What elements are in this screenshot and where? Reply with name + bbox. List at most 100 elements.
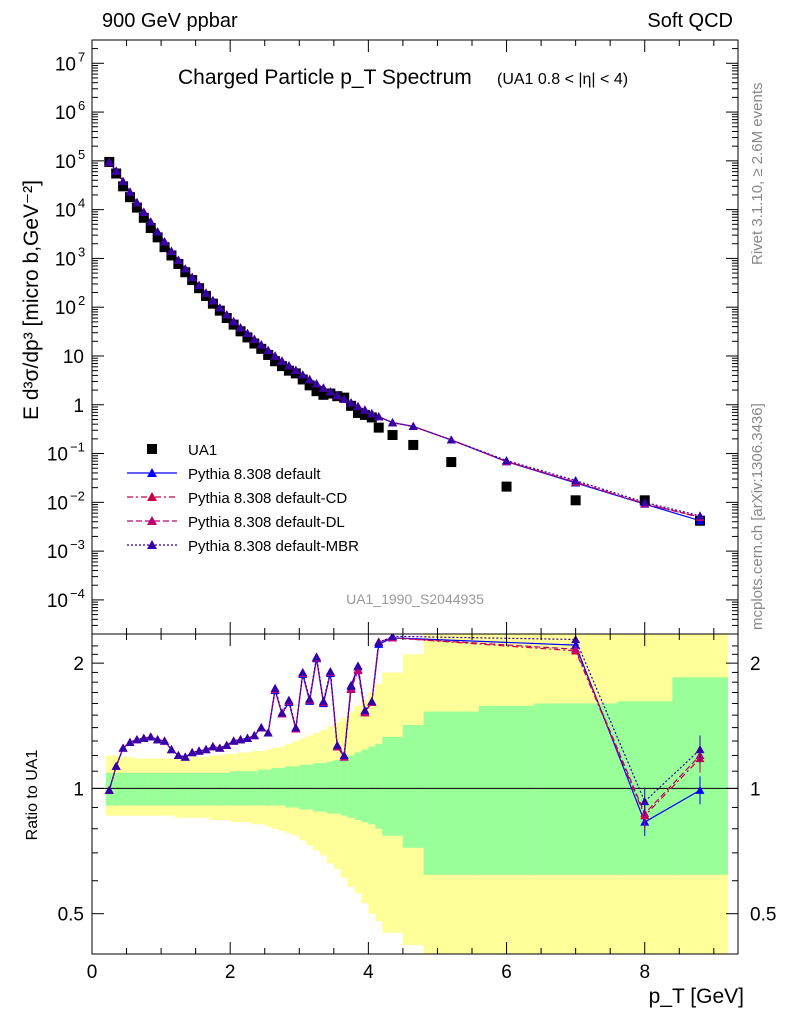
green-band-bin (672, 677, 728, 875)
ratio-marker-3 (118, 743, 128, 752)
legend-label: Pythia 8.308 default-MBR (188, 538, 359, 555)
green-band-bin (216, 772, 224, 806)
top-y-tick-exponent: 4 (78, 196, 85, 211)
top-y-tick-label: 1 (73, 396, 84, 417)
ua1-point (270, 356, 281, 367)
ratio-marker-3 (201, 745, 211, 754)
ratio-data (104, 634, 705, 837)
ratio-marker-3 (339, 750, 349, 760)
bottom-frame (91, 633, 739, 955)
top-y-tick-exponent: −4 (70, 586, 85, 601)
ua1-point (118, 181, 129, 192)
spectrum-marker-4 (291, 365, 301, 374)
ua1-point (297, 374, 308, 385)
ratio-marker-3 (125, 737, 135, 746)
green-band-bin (140, 772, 148, 806)
x-tick-label: 2 (225, 962, 236, 983)
bottom-y-tick-label-right: 2 (750, 654, 761, 675)
green-band-bin (368, 746, 376, 825)
ratio-marker-3 (166, 745, 176, 754)
ratio-marker-3 (256, 723, 266, 732)
watermark: UA1_1990_S2044935 (346, 591, 484, 607)
green-band-bin (375, 743, 383, 829)
ratio-marker-3 (173, 750, 183, 760)
top-y-tick-exponent: 2 (78, 293, 85, 308)
spectrum-marker-4 (446, 435, 456, 444)
ratio-marker-3 (318, 696, 328, 705)
spectrum-marker-4 (367, 409, 377, 418)
spectrum-marker-4 (305, 374, 315, 384)
green-band-bin (154, 772, 162, 806)
spectrum-marker-4 (388, 418, 398, 427)
top-y-tick-exponent: 6 (78, 98, 85, 113)
rivet-label: Rivet 3.1.10, ≥ 2.6M events (749, 83, 766, 266)
spectrum-marker-4 (277, 356, 287, 365)
ua1-point (304, 380, 315, 391)
spectrum-line-3 (108, 161, 701, 518)
spectrum-marker-4 (222, 310, 232, 319)
legend-label: Pythia 8.308 default (188, 466, 321, 483)
spectrum-marker-4 (201, 288, 211, 297)
top-y-tick-exponent: 7 (78, 49, 85, 64)
ua1-point (159, 242, 170, 253)
ua1-point (373, 422, 384, 433)
green-band-bin (382, 736, 404, 836)
green-band-bin (181, 772, 190, 806)
green-band-bin (347, 755, 355, 818)
spectrum-marker-4 (215, 303, 225, 312)
ratio-marker-3 (353, 661, 363, 670)
bottom-y-tick-label: 2 (73, 654, 84, 675)
x-tick-label: 8 (639, 962, 650, 983)
green-band-bin (188, 772, 196, 806)
ratio-marker-3 (187, 747, 197, 757)
spectrum-marker-4 (353, 402, 363, 411)
spectrum-marker-4 (160, 237, 170, 246)
spectrum-marker-4 (194, 280, 204, 289)
green-band-bin (126, 772, 134, 806)
ratio-marker-3 (236, 735, 246, 744)
ua1-point (242, 332, 253, 343)
top-y-tick-label: 10 (63, 347, 84, 368)
ua1-point (359, 409, 370, 420)
spectrum-marker-4 (332, 390, 342, 400)
spectrum-marker-4 (187, 272, 197, 281)
top-y-tick-label: 10 (55, 298, 76, 319)
spectrum-marker-4 (502, 456, 512, 465)
spectrum-marker-4 (166, 246, 176, 255)
ua1-point (318, 389, 329, 400)
ratio-marker-3 (312, 652, 322, 661)
spectrum-marker-4 (270, 351, 280, 360)
green-band-bin (257, 769, 266, 806)
green-band-bin (271, 767, 279, 806)
chart-subtitle: (UA1 0.8 < |η| < 4) (497, 71, 628, 88)
spectrum-line-2 (108, 161, 701, 519)
bottom-y-tick-label-right: 0.5 (750, 905, 776, 926)
ratio-marker-3 (139, 733, 149, 742)
ua1-point (152, 232, 163, 243)
ratio-marker-3 (208, 742, 218, 751)
spectrum-marker-4 (132, 197, 142, 207)
top-y-tick-exponent: 5 (78, 147, 85, 162)
bottom-y-axis-title: Ratio to UA1 (24, 750, 41, 841)
green-band-bin (478, 705, 535, 875)
green-band-bin (112, 772, 120, 806)
ratio-marker-3 (346, 681, 356, 690)
ratio-marker-3 (298, 667, 308, 677)
ratio-marker-3 (111, 761, 121, 770)
legend-label: Pythia 8.308 default-DL (188, 514, 345, 531)
ratio-marker-3 (104, 785, 114, 794)
bottom-y-tick-label: 0.5 (58, 905, 84, 926)
spectrum-marker-4 (325, 387, 335, 396)
green-band-bin (264, 769, 272, 806)
green-band-bin (202, 772, 210, 806)
green-band-bin (133, 772, 141, 806)
ua1-point (125, 192, 135, 203)
top-y-tick-label: 10 (55, 152, 76, 173)
green-band-bin (326, 761, 335, 814)
header-left: 900 GeV ppbar (102, 10, 238, 32)
ua1-point (387, 430, 398, 441)
ua1-point (283, 365, 294, 376)
green-band-bin (340, 758, 348, 816)
ratio-marker-3 (242, 733, 252, 742)
legend-label: Pythia 8.308 default-CD (188, 490, 347, 507)
